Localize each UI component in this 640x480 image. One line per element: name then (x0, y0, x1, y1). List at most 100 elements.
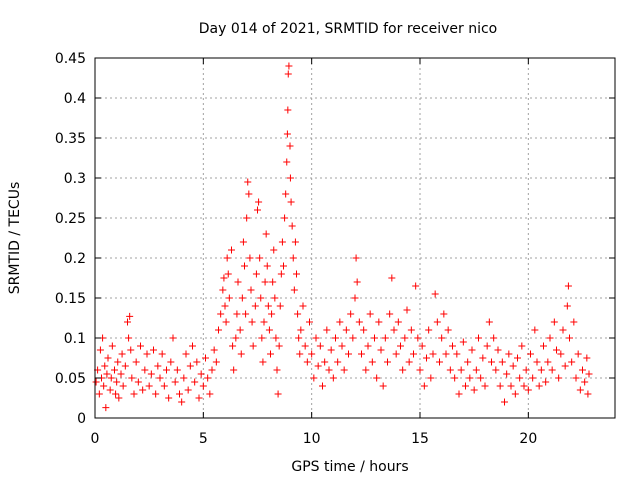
chart-title: Day 014 of 2021, SRMTID for receiver nic… (199, 21, 497, 37)
data-point (581, 378, 589, 386)
y-tick-label: 0.05 (55, 371, 86, 387)
data-point (429, 350, 437, 358)
data-point (353, 278, 361, 286)
data-point (323, 326, 331, 334)
x-axis-label: GPS time / hours (291, 459, 408, 475)
data-point (535, 382, 543, 390)
data-point (118, 350, 126, 358)
data-point (145, 382, 153, 390)
data-point (127, 346, 135, 354)
data-series (92, 62, 593, 412)
data-point (457, 366, 465, 374)
data-point (217, 310, 225, 318)
data-point (267, 350, 274, 358)
data-point (228, 246, 235, 254)
data-point (244, 178, 252, 186)
data-point (579, 366, 586, 374)
data-point (270, 246, 278, 254)
data-point (325, 366, 333, 374)
data-point (124, 318, 131, 326)
data-point (433, 318, 441, 326)
data-point (316, 342, 324, 350)
data-point (125, 334, 133, 342)
data-point (191, 378, 199, 386)
data-point (296, 350, 304, 358)
data-point (520, 382, 528, 390)
data-point (438, 334, 446, 342)
data-point (516, 374, 524, 382)
data-point (260, 318, 268, 326)
data-point (104, 354, 112, 362)
data-point (291, 238, 299, 246)
data-point (251, 302, 259, 310)
data-point (533, 358, 541, 366)
data-point (101, 362, 109, 370)
data-point (249, 342, 257, 350)
data-point (555, 374, 563, 382)
data-point (180, 374, 188, 382)
x-tick-label: 5 (199, 431, 208, 447)
data-point (92, 378, 100, 386)
data-point (215, 326, 222, 334)
data-point (284, 70, 292, 78)
data-point (505, 350, 513, 358)
data-point (210, 346, 218, 354)
data-point (252, 270, 260, 278)
y-axis-tick-labels: 0 0.05 0.1 0.15 0.2 0.25 0.3 0.35 0.4 0.45 (55, 51, 86, 427)
data-point (247, 286, 255, 294)
data-point (113, 378, 121, 386)
data-point (442, 350, 450, 358)
data-point (405, 358, 413, 366)
data-point (564, 282, 572, 290)
data-point (221, 302, 229, 310)
data-point (261, 278, 269, 286)
data-point (186, 362, 194, 370)
y-tick-label: 0.15 (55, 291, 86, 307)
data-point (527, 350, 534, 358)
data-point (518, 342, 526, 350)
data-point (284, 106, 292, 114)
data-point (531, 326, 539, 334)
data-point (237, 350, 245, 358)
data-point (165, 394, 173, 402)
data-point (342, 326, 350, 334)
data-point (355, 318, 363, 326)
data-point (257, 294, 265, 302)
data-point (208, 366, 216, 374)
plot-frame (94, 57, 616, 419)
data-point (492, 366, 500, 374)
data-point (108, 342, 116, 350)
data-point (288, 222, 296, 230)
data-point (338, 342, 346, 350)
data-point (453, 350, 461, 358)
data-point (234, 278, 242, 286)
data-point (287, 198, 295, 206)
data-point (295, 334, 303, 342)
data-point (373, 374, 381, 382)
data-point (488, 358, 495, 366)
data-point (584, 390, 592, 398)
data-point (477, 374, 485, 382)
data-point (444, 326, 452, 334)
data-point (206, 390, 214, 398)
data-point (414, 334, 422, 342)
data-point (219, 286, 227, 294)
data-point (303, 358, 311, 366)
data-point (95, 390, 103, 398)
data-point (100, 382, 108, 390)
data-point (271, 294, 279, 302)
data-point (239, 238, 247, 246)
data-point (418, 342, 426, 350)
data-point (548, 366, 556, 374)
data-point (297, 326, 305, 334)
data-point (436, 358, 443, 366)
data-point (496, 382, 504, 390)
data-point (390, 326, 398, 334)
data-point (111, 366, 118, 374)
data-point (416, 366, 424, 374)
data-point (576, 386, 584, 394)
data-point (490, 334, 498, 342)
data-point (388, 274, 396, 282)
data-point (529, 374, 537, 382)
data-point (550, 318, 558, 326)
